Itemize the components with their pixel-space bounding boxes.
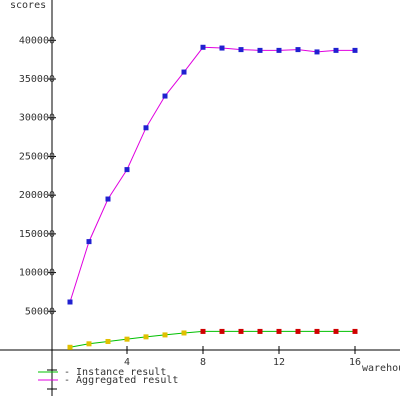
data-point — [200, 44, 206, 50]
data-point — [105, 196, 111, 202]
data-point — [86, 341, 92, 347]
data-point — [295, 328, 301, 334]
data-point — [181, 69, 187, 75]
data-point — [333, 47, 339, 53]
data-point — [143, 334, 149, 340]
data-point — [276, 328, 282, 334]
data-point — [257, 328, 263, 334]
legend-label: - Aggregated result — [64, 375, 178, 386]
data-point — [105, 338, 111, 344]
data-point — [219, 328, 225, 334]
x-axis-label: warehouses — [362, 363, 400, 374]
y-tick-label: 250000 — [19, 151, 55, 162]
series-line — [69, 46, 355, 303]
data-point — [200, 328, 206, 334]
data-point — [124, 167, 130, 173]
y-tick-label: 50000 — [25, 306, 55, 317]
data-point — [162, 93, 168, 99]
y-tick-label: 200000 — [19, 190, 55, 201]
data-point — [124, 336, 130, 342]
data-point — [238, 47, 244, 53]
data-point — [333, 328, 339, 334]
y-tick-label: 300000 — [19, 113, 55, 124]
series-line — [69, 330, 355, 348]
data-point — [352, 328, 358, 334]
y-tick-label: 150000 — [19, 229, 55, 240]
x-tick-label: 16 — [349, 357, 361, 368]
data-point — [86, 239, 92, 245]
data-point — [67, 344, 73, 350]
data-point — [181, 330, 187, 336]
data-point — [238, 328, 244, 334]
data-point — [143, 125, 149, 131]
legend-label: - Instance result — [64, 367, 166, 378]
y-tick-label: 350000 — [19, 74, 55, 85]
data-point — [295, 47, 301, 53]
x-tick-label: 8 — [200, 357, 206, 368]
data-point — [352, 47, 358, 53]
data-point — [276, 47, 282, 53]
y-tick-label: 400000 — [19, 35, 55, 46]
data-point — [67, 299, 73, 305]
x-tick-label: 12 — [273, 357, 285, 368]
data-point — [162, 332, 168, 338]
x-tick-label: 4 — [124, 357, 130, 368]
data-point — [219, 45, 225, 51]
y-tick-label: 100000 — [19, 268, 55, 279]
data-point — [257, 47, 263, 53]
y-axis-label: scores — [10, 0, 46, 11]
data-point — [314, 49, 320, 55]
data-point — [314, 328, 320, 334]
